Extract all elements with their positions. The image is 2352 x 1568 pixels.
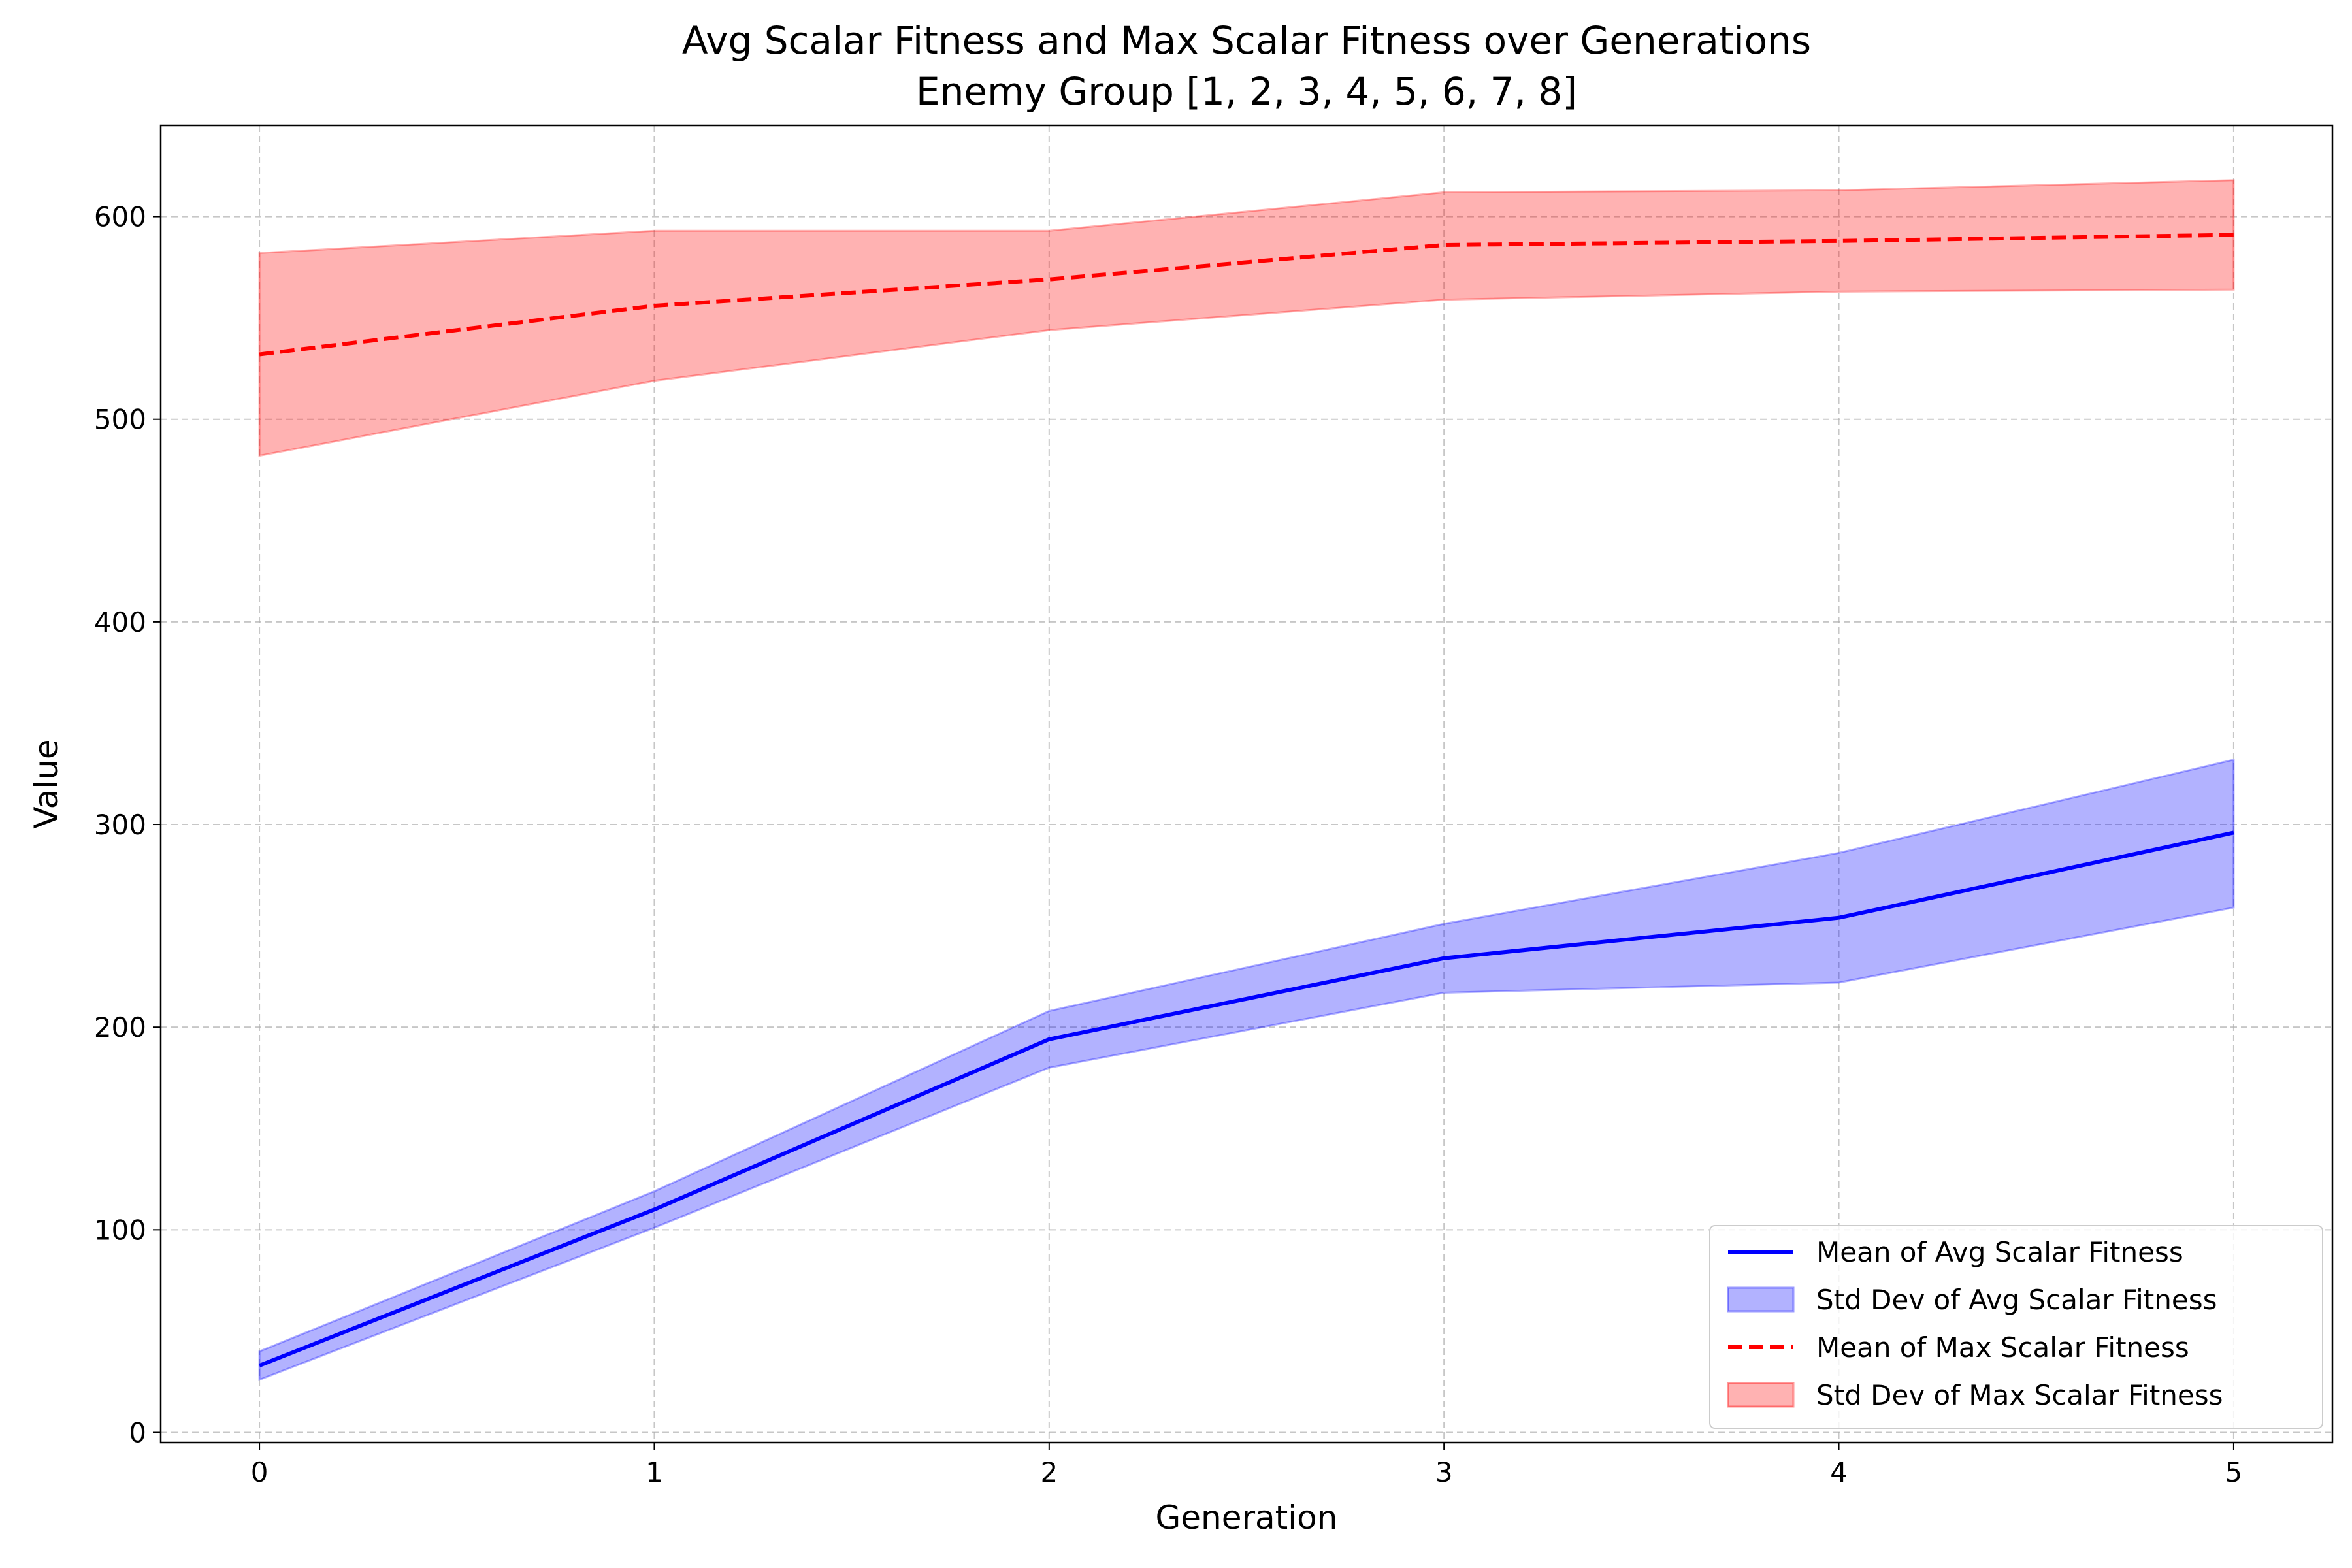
y-tick-label: 600: [94, 201, 146, 233]
bands: [258, 179, 2235, 1382]
legend-label: Mean of Avg Scalar Fitness: [1816, 1236, 2183, 1268]
y-tick-label: 0: [129, 1416, 146, 1448]
plot-frame: [159, 124, 2334, 1444]
y-tick-label: 300: [94, 809, 146, 841]
lines: [258, 233, 2234, 1367]
band-std-dev-of-avg-scalar-fitness: [258, 758, 2235, 1382]
chart-title: Avg Scalar Fitness and Max Scalar Fitnes…: [682, 18, 1811, 63]
y-tick-label: 200: [94, 1011, 146, 1043]
chart-subtitle: Enemy Group [1, 2, 3, 4, 5, 6, 7, 8]: [916, 69, 1577, 114]
legend: Mean of Avg Scalar Fitness Std Dev of Avg…: [1709, 1225, 2323, 1429]
x-axis-label: Generation: [1156, 1499, 1338, 1537]
band-std-dev-of-max-scalar-fitness: [258, 179, 2235, 457]
legend-swatch-band: [1727, 1286, 1795, 1313]
legend-label: Std Dev of Avg Scalar Fitness: [1816, 1284, 2217, 1316]
y-axis-label: Value: [27, 739, 65, 828]
x-tick-label: 2: [1040, 1456, 1058, 1488]
y-tick-label: 500: [94, 404, 146, 436]
legend-swatch-band: [1727, 1382, 1795, 1408]
y-tick-label: 400: [94, 606, 146, 638]
legend-label: Mean of Max Scalar Fitness: [1816, 1331, 2189, 1364]
y-tick-label: 100: [94, 1214, 146, 1246]
legend-label: Std Dev of Max Scalar Fitness: [1816, 1379, 2223, 1411]
x-tick-label: 3: [1435, 1456, 1453, 1488]
x-tick-label: 0: [251, 1456, 269, 1488]
x-tick-label: 4: [1830, 1456, 1848, 1488]
x-tick-label: 1: [645, 1456, 663, 1488]
legend-box: [1709, 1225, 2323, 1429]
x-tick-label: 5: [2225, 1456, 2243, 1488]
line-mean-of-avg-scalar-fitness: [258, 830, 2234, 1367]
line-mean-of-max-scalar-fitness: [259, 233, 2234, 357]
ticks: 0 1 2 3 4 5 0 100 200 300 400 500 600: [94, 201, 2242, 1488]
